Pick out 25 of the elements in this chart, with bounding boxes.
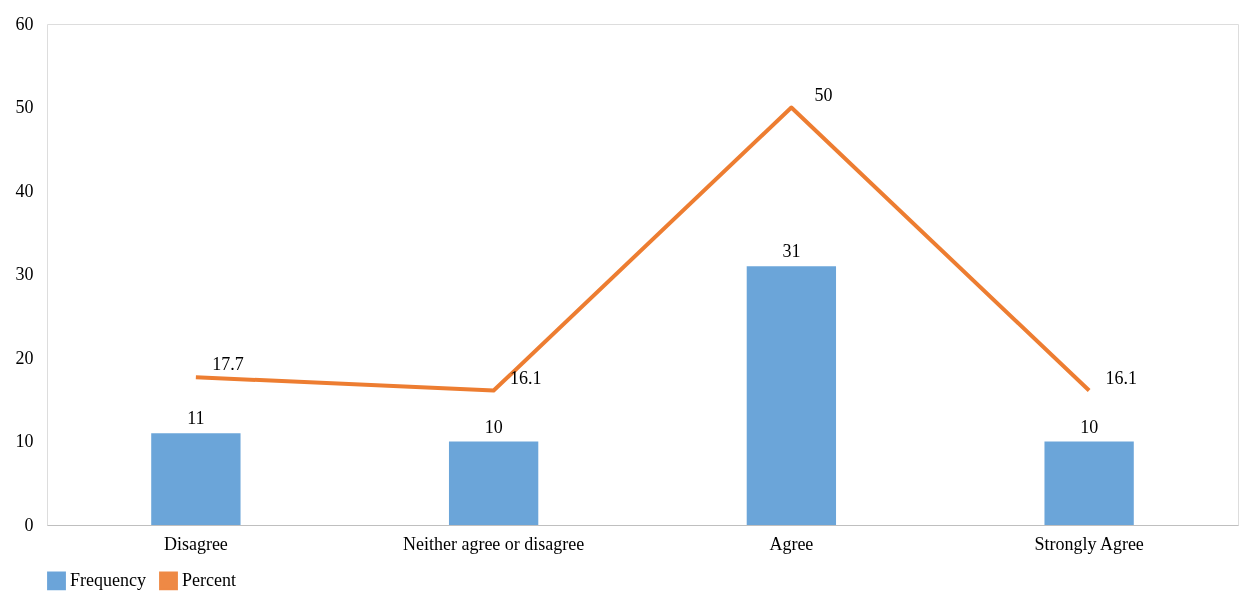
data-label: 11 <box>187 408 205 429</box>
y-tick-label: 10 <box>15 431 34 451</box>
y-tick-label: 60 <box>15 13 34 34</box>
data-label: 31 <box>782 241 801 262</box>
y-tick-label: 20 <box>15 347 34 368</box>
y-tick-label: 30 <box>15 264 34 284</box>
y-tick-label: 0 <box>24 514 34 535</box>
x-tick-label: Disagree <box>163 533 228 554</box>
legend-label: Percent <box>182 569 236 590</box>
data-label: 16.1 <box>1105 367 1137 388</box>
x-tick-label: Neither agree or disagree <box>402 533 585 554</box>
legend-label: Frequency <box>70 569 146 590</box>
bar <box>448 441 539 525</box>
y-tick-label: 50 <box>15 97 34 117</box>
y-tick-label: 40 <box>15 180 34 201</box>
x-tick-label: Strongly Agree <box>1034 533 1144 554</box>
data-label: 50 <box>814 84 833 105</box>
bar <box>151 433 241 525</box>
data-label: 10 <box>484 416 503 437</box>
data-label: 17.7 <box>212 354 244 375</box>
bar <box>746 266 837 525</box>
x-tick-label: Agree <box>769 533 814 554</box>
data-label: 10 <box>1080 416 1099 437</box>
data-label: 16.1 <box>509 367 542 388</box>
bar <box>1044 441 1134 525</box>
